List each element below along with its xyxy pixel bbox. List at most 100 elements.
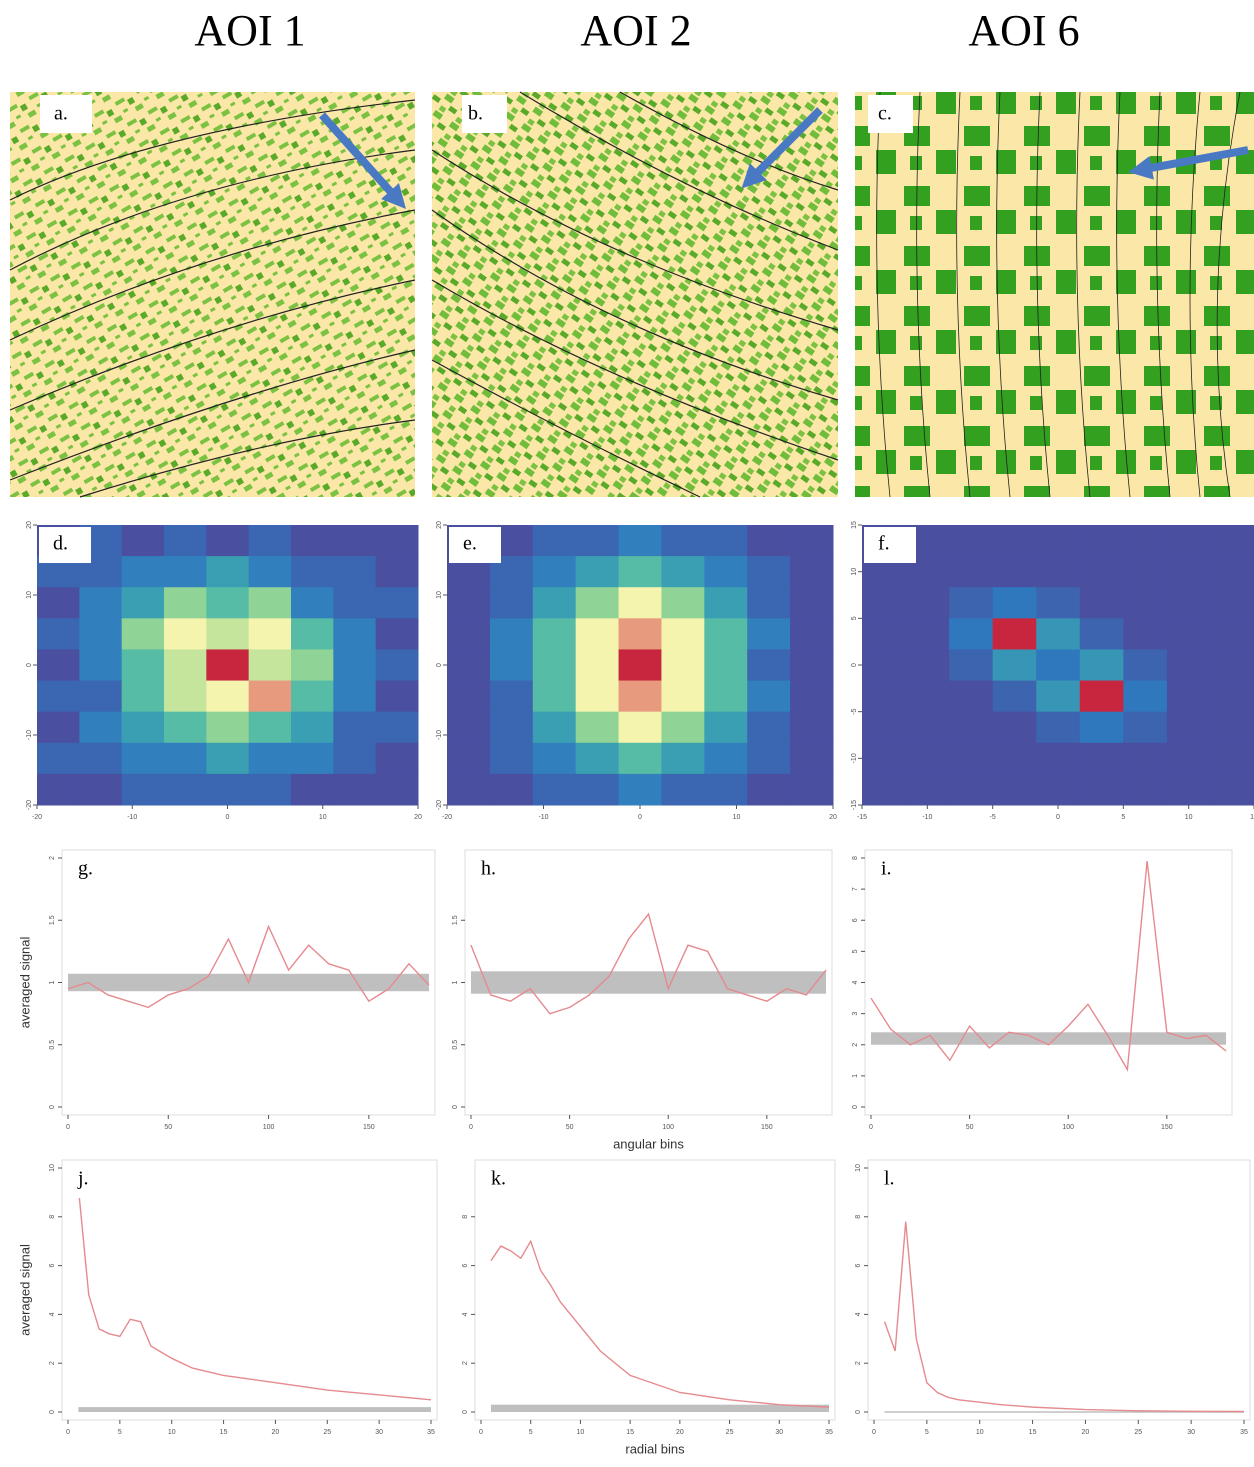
heat-cell — [447, 711, 491, 744]
heat-cell — [1166, 525, 1211, 557]
y-tick-label: 5 — [852, 949, 859, 953]
x-tick-label: 10 — [577, 1429, 585, 1436]
heat-cell — [291, 556, 334, 588]
arrow — [741, 107, 823, 189]
heat-cell — [375, 773, 419, 806]
heat-cell — [164, 587, 207, 619]
y-tick-label: 2 — [462, 1361, 469, 1365]
heat-cell — [121, 556, 165, 588]
heat-cell — [375, 680, 419, 713]
map — [855, 92, 1254, 497]
heat-cell — [949, 618, 994, 650]
heat-cell — [992, 649, 1037, 682]
x-tick-label: 5 — [1121, 814, 1125, 821]
heat-cell — [992, 773, 1037, 806]
map-panel: b. — [431, 91, 839, 498]
y-tick-label: -20 — [436, 800, 443, 810]
data-line — [470, 912, 827, 1015]
heat-cell — [375, 556, 419, 588]
x-tick-label: 15 — [1029, 1429, 1037, 1436]
heat-cell — [1079, 525, 1124, 557]
heat-cell — [206, 525, 250, 557]
x-tick-label: 0 — [479, 1429, 483, 1436]
y-tick-label: 0 — [462, 1410, 469, 1414]
heat-cell — [37, 618, 80, 650]
heat-cell — [862, 618, 907, 650]
heat-cell — [1079, 742, 1124, 775]
label-box — [40, 95, 92, 133]
y-tick-label: 1.5 — [49, 915, 56, 925]
x-tick-label: 0 — [869, 1124, 873, 1131]
contour — [9, 99, 416, 498]
label-box — [868, 95, 913, 133]
heat-cell — [790, 649, 834, 682]
heat-cell — [164, 680, 207, 713]
heat-cell — [862, 649, 907, 682]
heat-cell — [790, 525, 834, 557]
heat-cell — [447, 773, 491, 806]
heat-cell — [661, 742, 705, 775]
heat-cell — [905, 618, 950, 650]
heat-cell — [1123, 742, 1168, 775]
heat-cell — [1079, 587, 1124, 619]
panel-label: e. — [463, 533, 477, 555]
y-tick-label: 1 — [852, 1074, 859, 1078]
heat-cell — [575, 618, 620, 650]
x-tick-label: 25 — [1134, 1429, 1142, 1436]
heat-cell — [1123, 680, 1168, 713]
heat-cell — [291, 525, 334, 557]
heat-cell — [447, 618, 491, 650]
x-tick-label: -5 — [990, 814, 996, 821]
heat-cell — [248, 649, 292, 682]
heat-cell — [790, 556, 834, 588]
heat-cell — [532, 556, 577, 588]
y-tick-label: 0 — [49, 1105, 56, 1109]
heat-cell — [862, 711, 907, 744]
x-tick-label: 10 — [1185, 814, 1193, 821]
x-tick-label: 150 — [1161, 1124, 1173, 1131]
label-box — [867, 852, 919, 888]
data-line — [77, 1187, 432, 1401]
heat-cell — [790, 680, 834, 713]
y-tick-label: -15 — [851, 800, 858, 810]
heat-cell — [291, 773, 334, 806]
heat-cell — [489, 711, 534, 744]
heat-cell — [1079, 773, 1124, 806]
x-tick-label: 30 — [375, 1429, 383, 1436]
map-panel: a. — [9, 92, 416, 498]
y-tick-label: 0 — [852, 1105, 859, 1109]
heat-cell — [1036, 680, 1081, 713]
x-tick-label: -20 — [32, 814, 42, 821]
x-tick-label: 50 — [164, 1124, 172, 1131]
data-line — [883, 1221, 1245, 1413]
y-tick-label: 0.5 — [452, 1040, 459, 1050]
heat-cell — [1210, 680, 1254, 713]
heat-cell — [790, 618, 834, 650]
y-tick-label: 10 — [436, 591, 443, 599]
heat-cell — [747, 525, 791, 557]
column-title: AOI 2 — [580, 6, 691, 55]
heat-cell — [206, 618, 250, 650]
x-tick-label: 20 — [1082, 1429, 1090, 1436]
heat-cell — [121, 649, 165, 682]
null-band — [871, 1032, 1226, 1045]
heat-cell — [164, 649, 207, 682]
heat-cell — [333, 649, 377, 682]
heat-cell — [575, 525, 620, 557]
heat-cell — [704, 525, 748, 557]
heat-cell — [1210, 525, 1254, 557]
null-band — [78, 1407, 431, 1412]
heat-cell — [1210, 587, 1254, 619]
plot-frame — [864, 849, 1233, 1116]
heat-cell — [1036, 618, 1081, 650]
y-tick-label: 0 — [452, 1105, 459, 1109]
plot-frame — [867, 1159, 1251, 1421]
heat-cell — [532, 773, 577, 806]
heat-cell — [447, 649, 491, 682]
x-tick-label: 5 — [925, 1429, 929, 1436]
y-tick-label: 5 — [851, 616, 858, 620]
heat-cell — [206, 773, 250, 806]
x-tick-label: -15 — [857, 814, 867, 821]
heat-cell — [532, 587, 577, 619]
